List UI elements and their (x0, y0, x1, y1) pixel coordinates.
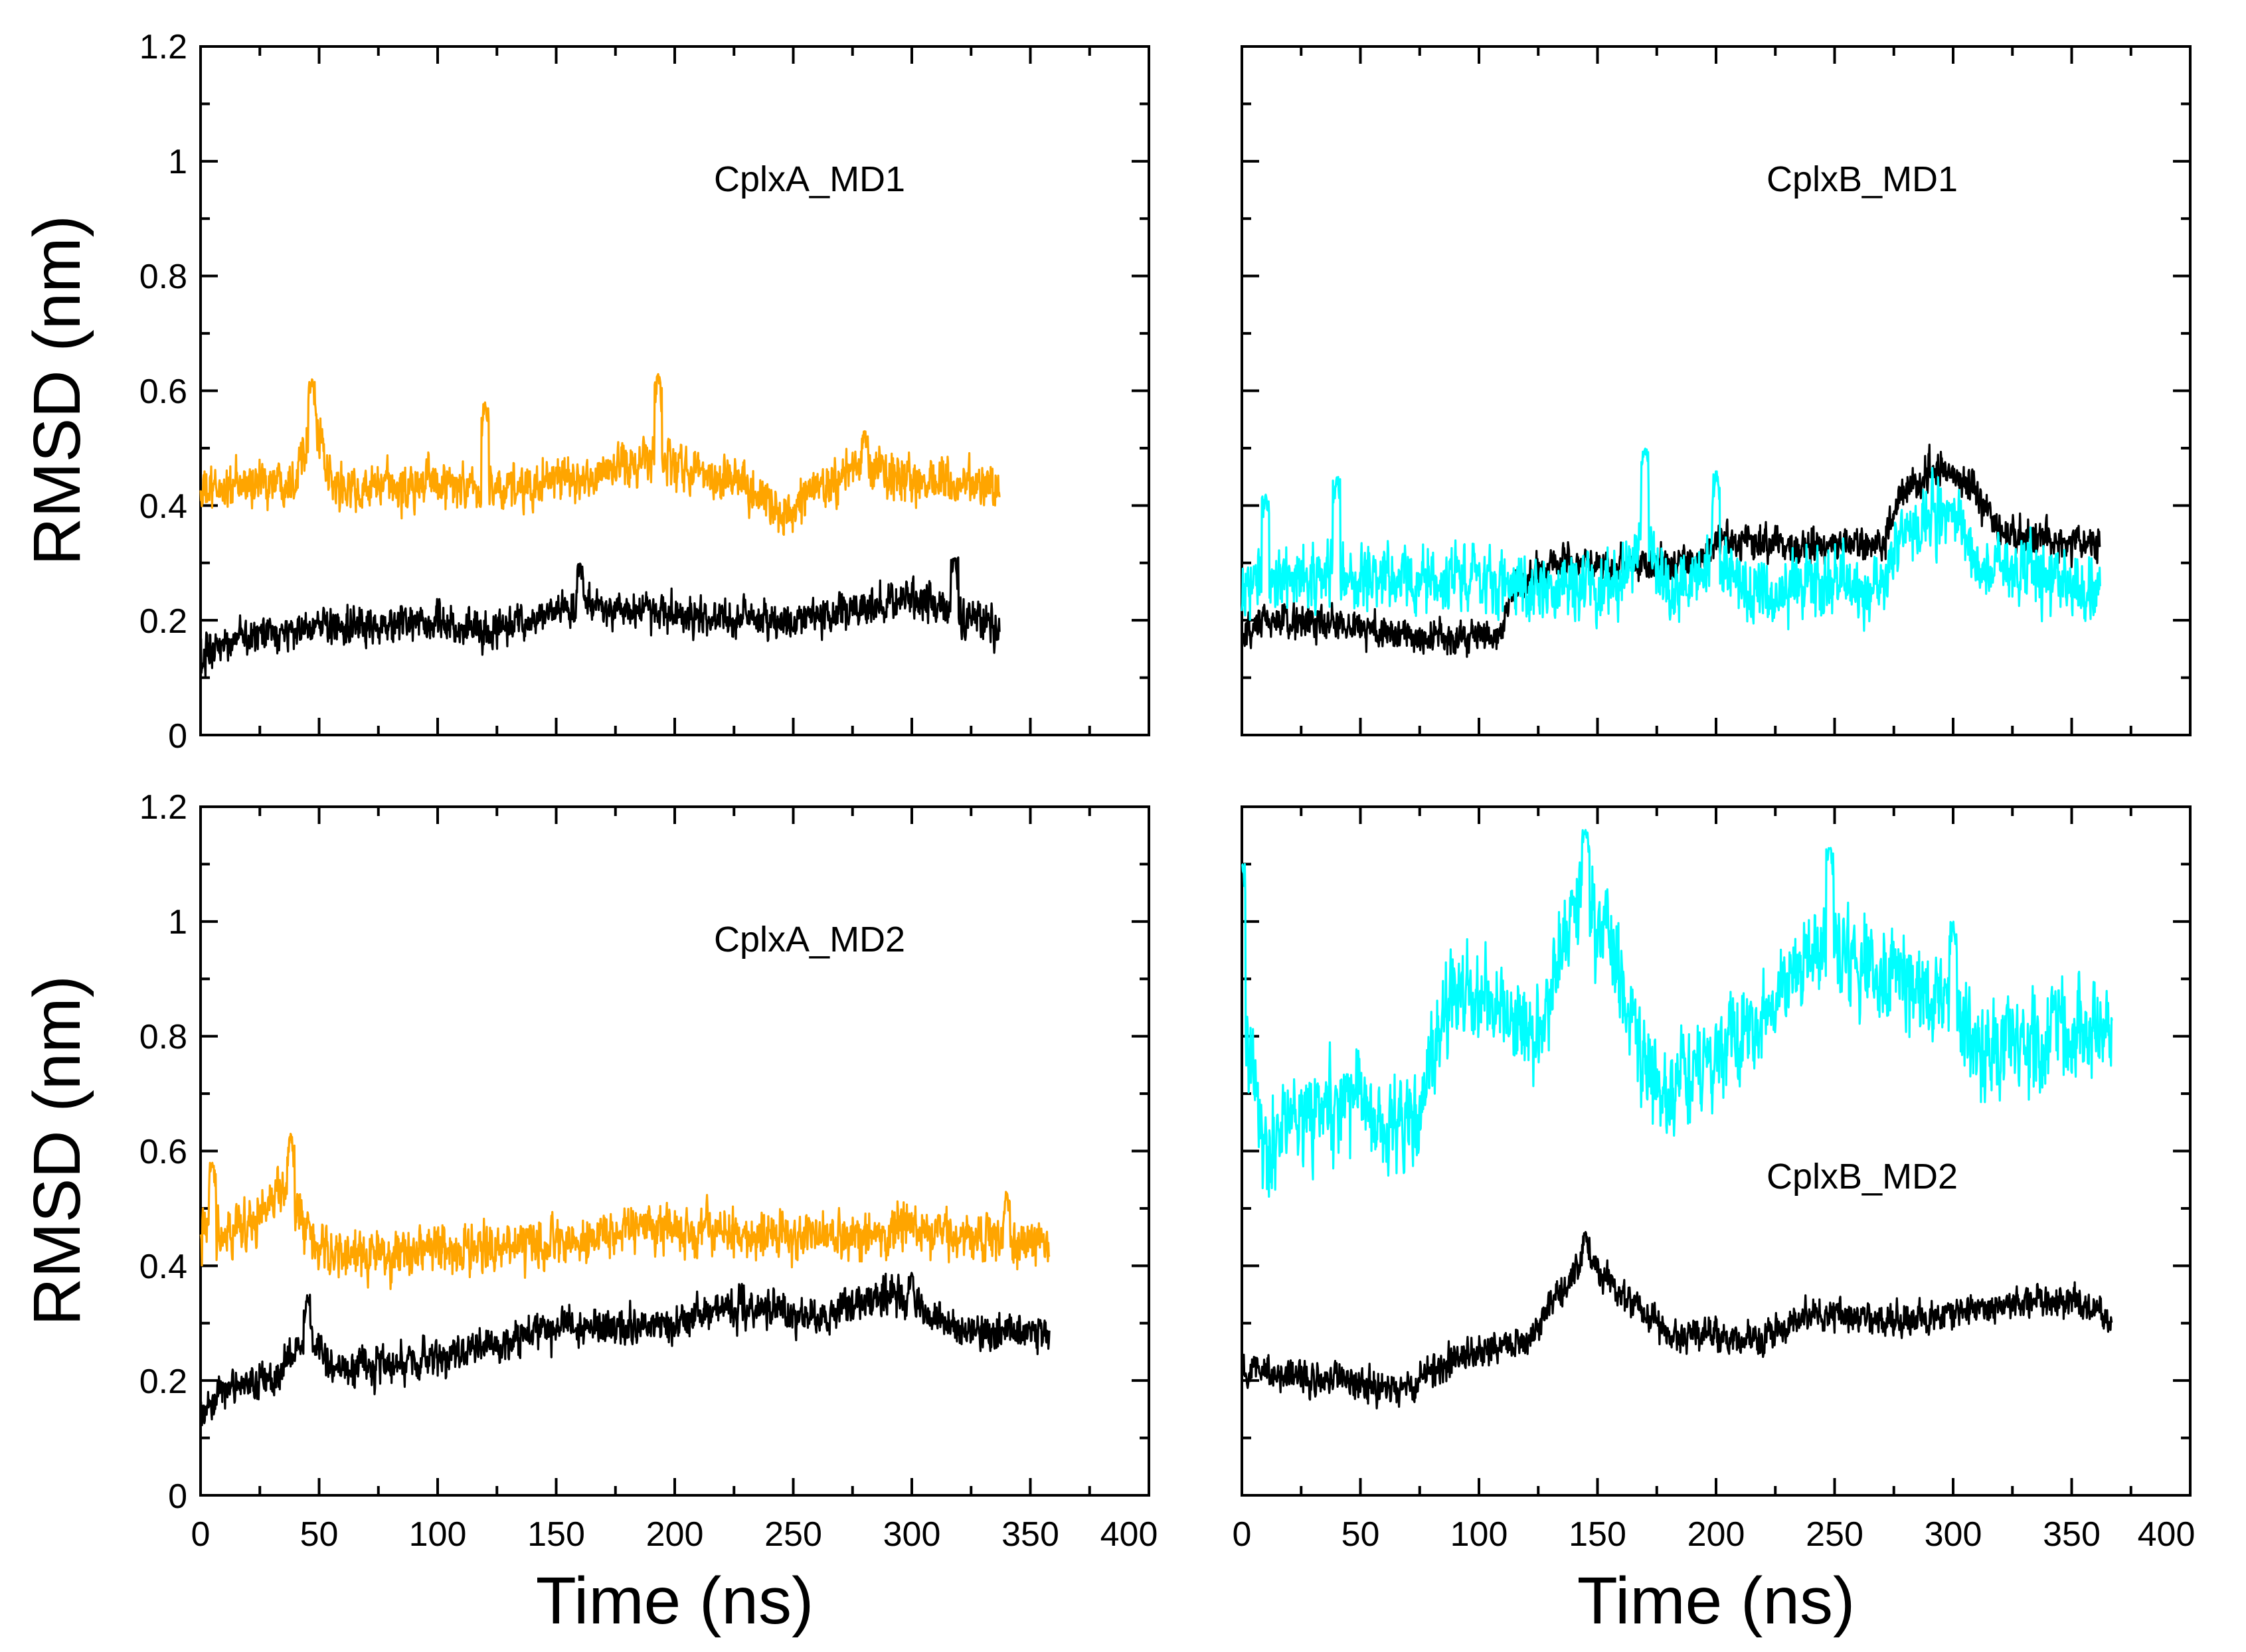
series-line-black (199, 556, 1001, 678)
panel-top-right: CplxB_MD1 (1241, 45, 2192, 736)
x-tick-label: 150 (527, 1515, 585, 1554)
y-tick-label: 0.8 (139, 1018, 187, 1056)
x-tick-label: 350 (2043, 1515, 2101, 1554)
series-group (1241, 829, 2113, 1410)
y-tick-label: 0.6 (139, 372, 187, 411)
tick-marks (1241, 45, 2192, 736)
x-tick-label: 200 (1687, 1515, 1745, 1554)
x-axis-title: Time (ns) (536, 1564, 814, 1638)
x-tick-label: 100 (1450, 1515, 1508, 1554)
tick-marks (199, 805, 1150, 1497)
y-tick-label: 0 (168, 1477, 187, 1516)
series-line-black (1241, 444, 2101, 658)
y-tick-labels: 0 0.2 0.4 0.6 0.8 1 1.2 (139, 788, 187, 1516)
y-tick-label: 0 (168, 717, 187, 756)
y-tick-label: 0.2 (139, 602, 187, 641)
panel-top-left: 0 0.2 0.4 0.6 0.8 1 1.2 CplxA_MD1 RMSD (… (20, 28, 1150, 756)
y-tick-label: 0.2 (139, 1363, 187, 1401)
x-tick-label: 0 (191, 1515, 211, 1554)
series-line-orange (199, 372, 1001, 537)
x-tick-label: 300 (883, 1515, 941, 1554)
series-line-cyan (1241, 829, 2113, 1198)
panel-annotation: CplxA_MD1 (714, 159, 905, 199)
y-tick-label: 0.4 (139, 1248, 187, 1286)
y-tick-label: 0.8 (139, 258, 187, 296)
x-tick-labels: 0 50 100 150 200 250 300 350 400 (1233, 1515, 2196, 1554)
x-tick-label: 250 (1806, 1515, 1863, 1554)
panel-bottom-right: 0 50 100 150 200 250 300 350 400 CplxB_M… (1233, 805, 2196, 1638)
x-tick-label: 150 (1569, 1515, 1626, 1554)
x-tick-label: 300 (1925, 1515, 1982, 1554)
y-tick-label: 0.6 (139, 1133, 187, 1171)
y-tick-label: 1 (168, 143, 187, 181)
series-line-black (1241, 1230, 2113, 1410)
x-tick-label: 200 (646, 1515, 704, 1554)
plot-frame (199, 805, 1150, 1497)
panel-annotation: CplxA_MD2 (714, 920, 905, 959)
x-tick-label: 50 (300, 1515, 339, 1554)
x-tick-label: 250 (764, 1515, 822, 1554)
x-tick-label: 400 (1100, 1515, 1158, 1554)
x-tick-label: 400 (2138, 1515, 2196, 1554)
y-tick-label: 1 (168, 903, 187, 942)
y-tick-label: 1.2 (139, 28, 187, 66)
series-line-black (199, 1272, 1051, 1426)
panel-annotation: CplxB_MD2 (1767, 1157, 1958, 1197)
panel-bottom-left: 0 0.2 0.4 0.6 0.8 1 1.2 0 50 100 150 200… (20, 788, 1158, 1638)
series-group (1241, 444, 2101, 658)
series-line-cyan (1241, 448, 2101, 632)
x-tick-label: 50 (1341, 1515, 1380, 1554)
y-axis-title: RMSD (nm) (20, 215, 94, 566)
y-tick-labels: 0 0.2 0.4 0.6 0.8 1 1.2 (139, 28, 187, 756)
series-group (199, 1132, 1051, 1426)
x-tick-label: 350 (1001, 1515, 1059, 1554)
series-group (199, 372, 1001, 678)
panel-annotation: CplxB_MD1 (1767, 159, 1958, 199)
y-axis-title: RMSD (nm) (20, 975, 94, 1326)
series-line-orange (199, 1132, 1051, 1290)
x-tick-label: 0 (1233, 1515, 1252, 1554)
x-axis-title: Time (ns) (1577, 1564, 1856, 1638)
y-tick-label: 0.4 (139, 487, 187, 526)
x-tick-label: 100 (409, 1515, 467, 1554)
y-tick-label: 1.2 (139, 788, 187, 827)
x-tick-labels: 0 50 100 150 200 250 300 350 400 (191, 1515, 1158, 1554)
